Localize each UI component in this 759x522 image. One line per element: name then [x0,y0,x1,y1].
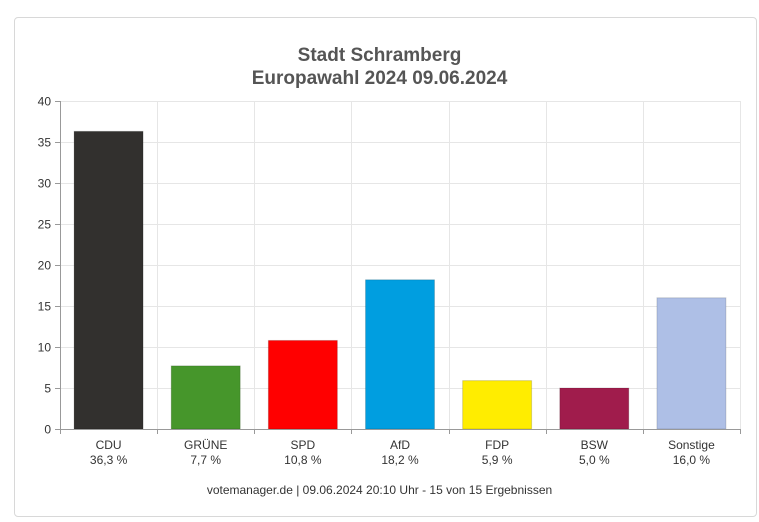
data-label: 5,9 % [482,453,513,467]
bar-grüne [170,365,241,430]
bar-sonstige [656,297,727,430]
x-tick-label: SPD [291,438,316,452]
chart-subtitle: Europawahl 2024 09.06.2024 [251,68,508,89]
x-tick-label: FDP [485,438,509,452]
data-label: 7,7 % [190,453,221,467]
y-tick-label: 0 [44,423,51,437]
data-label: 36,3 % [90,453,128,467]
axes [55,101,741,434]
data-label: 16,0 % [673,453,711,467]
data-label: 18,2 % [381,453,419,467]
chart-title: Stadt Schramberg [297,45,462,66]
bar-spd [267,339,338,430]
y-tick-label: 30 [38,177,52,191]
chart-footer: votemanager.de | 09.06.2024 20:10 Uhr - … [206,483,553,497]
x-tick-label: BSW [581,438,609,452]
data-label: 5,0 % [579,453,610,467]
y-tick-label: 10 [38,341,52,355]
y-tick-label: 25 [38,218,52,232]
y-tick-label: 40 [38,95,52,109]
bar-cdu [73,130,144,430]
y-tick-label: 35 [38,136,52,150]
bar-bsw [559,387,630,430]
bars [73,130,727,430]
bar-afd [365,279,435,430]
y-tick-label: 20 [38,259,52,273]
x-tick-label: AfD [390,438,410,452]
y-tick-label: 5 [44,382,51,396]
x-tick-label: GRÜNE [184,438,227,452]
y-tick-label: 15 [38,300,52,314]
x-tick-label: CDU [96,438,122,452]
bar-fdp [462,380,533,430]
x-tick-label: Sonstige [668,438,715,452]
data-label: 10,8 % [284,453,322,467]
